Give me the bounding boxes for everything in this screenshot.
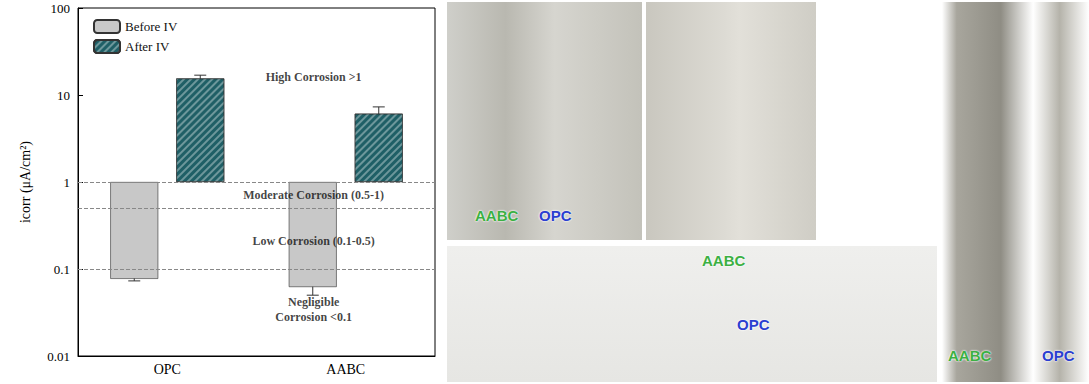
html-text:OPC: OPC — [737, 316, 770, 333]
svg-text:High Corrosion >1: High Corrosion >1 — [266, 70, 362, 84]
svg-text:0.01: 0.01 — [47, 349, 70, 364]
html-text:AABC: AABC — [702, 252, 746, 269]
svg-text:Before IV: Before IV — [125, 19, 178, 34]
svg-text:1: 1 — [64, 175, 71, 190]
svg-text:icorr (μA/cm²): icorr (μA/cm²) — [18, 141, 34, 223]
html-text:AABC: AABC — [475, 207, 519, 224]
html-text:AABC: AABC — [948, 347, 992, 364]
svg-text:Moderate Corrosion (0.5-1): Moderate Corrosion (0.5-1) — [243, 188, 384, 202]
html-text:OPC: OPC — [539, 207, 572, 224]
svg-text:10: 10 — [57, 88, 70, 103]
svg-text:0.1: 0.1 — [54, 262, 70, 277]
svg-text:Corrosion <0.1: Corrosion <0.1 — [275, 310, 352, 324]
svg-text:Negligible: Negligible — [288, 295, 340, 309]
svg-text:100: 100 — [51, 1, 71, 16]
html-text:OPC: OPC — [1042, 347, 1075, 364]
svg-text:After IV: After IV — [125, 39, 170, 54]
svg-text:OPC: OPC — [154, 362, 181, 377]
svg-text:AABC: AABC — [326, 362, 365, 377]
svg-text:Low Corrosion (0.1-0.5): Low Corrosion (0.1-0.5) — [252, 234, 374, 248]
